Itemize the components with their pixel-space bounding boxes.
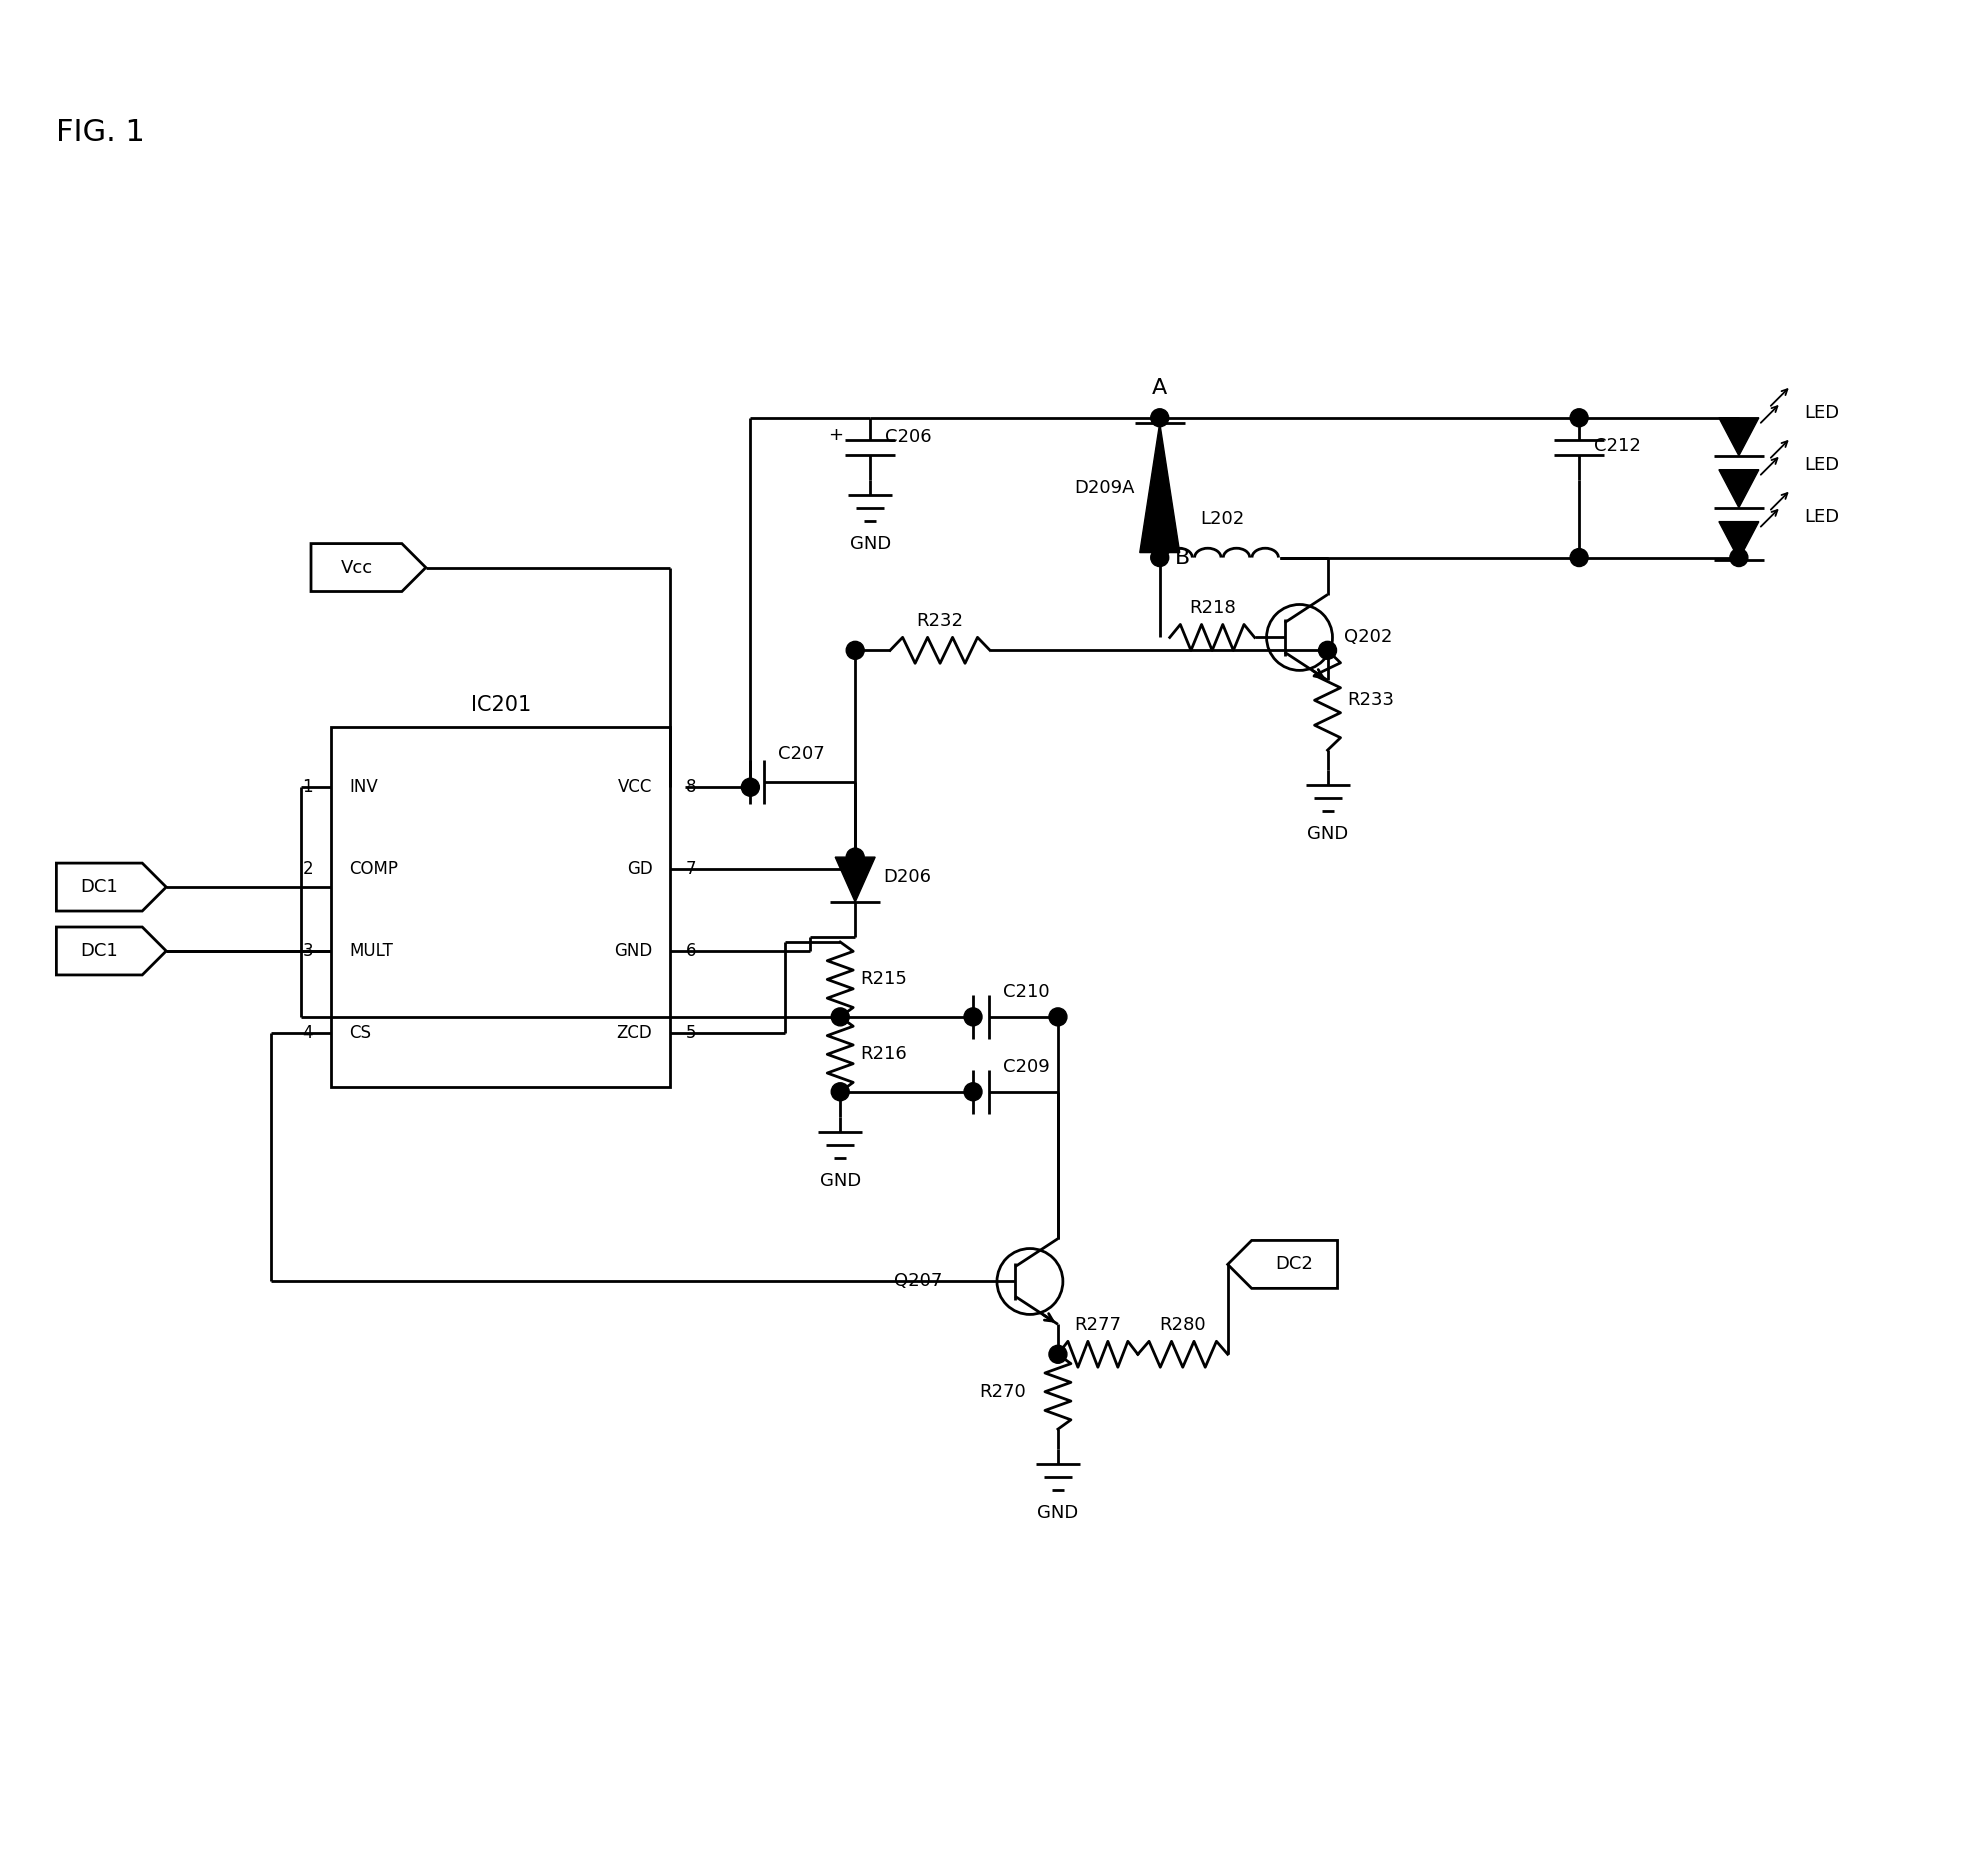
Text: FIG. 1: FIG. 1: [57, 118, 146, 147]
Circle shape: [1049, 1008, 1066, 1025]
Text: VCC: VCC: [619, 779, 652, 795]
Text: GND: GND: [615, 943, 652, 960]
Text: R233: R233: [1348, 691, 1395, 709]
Text: B: B: [1175, 547, 1190, 568]
Polygon shape: [1719, 470, 1758, 508]
Text: GND: GND: [820, 1172, 861, 1189]
Text: ZCD: ZCD: [617, 1023, 652, 1042]
Circle shape: [832, 1008, 850, 1025]
Text: MULT: MULT: [349, 943, 392, 960]
Circle shape: [846, 848, 863, 866]
Text: DC1: DC1: [81, 877, 118, 896]
Circle shape: [964, 1008, 982, 1025]
Text: +: +: [828, 426, 844, 444]
Text: R277: R277: [1074, 1316, 1121, 1335]
Circle shape: [846, 642, 863, 659]
Text: C209: C209: [1003, 1059, 1051, 1075]
Text: DC1: DC1: [81, 943, 118, 960]
Text: Q207: Q207: [893, 1273, 942, 1290]
Text: Vcc: Vcc: [341, 558, 373, 577]
Circle shape: [1731, 549, 1748, 566]
Polygon shape: [1139, 422, 1181, 553]
Text: 7: 7: [686, 861, 696, 877]
Circle shape: [1571, 409, 1589, 428]
Text: 4: 4: [302, 1023, 313, 1042]
Polygon shape: [1719, 521, 1758, 560]
Text: C207: C207: [779, 745, 826, 764]
Text: 5: 5: [686, 1023, 696, 1042]
Polygon shape: [1719, 418, 1758, 456]
Text: D206: D206: [883, 868, 930, 887]
Text: C210: C210: [1003, 982, 1051, 1001]
Text: GND: GND: [1037, 1505, 1078, 1522]
Text: D209A: D209A: [1074, 478, 1135, 497]
Circle shape: [832, 1083, 850, 1102]
Text: LED: LED: [1803, 456, 1839, 474]
Text: GND: GND: [1307, 825, 1348, 844]
Circle shape: [741, 779, 759, 795]
Text: DC2: DC2: [1275, 1255, 1313, 1273]
Circle shape: [1571, 549, 1589, 566]
Circle shape: [964, 1083, 982, 1102]
Text: LED: LED: [1803, 508, 1839, 526]
Text: 1: 1: [302, 779, 313, 795]
Text: GND: GND: [850, 534, 891, 553]
Bar: [331, 728, 670, 1087]
Text: R270: R270: [980, 1383, 1027, 1400]
Text: INV: INV: [349, 779, 378, 795]
Text: R280: R280: [1159, 1316, 1206, 1335]
Text: R218: R218: [1189, 599, 1236, 618]
Text: 3: 3: [302, 943, 313, 960]
Circle shape: [1151, 549, 1169, 566]
Text: R215: R215: [859, 971, 907, 988]
Text: C212: C212: [1595, 437, 1642, 456]
Text: R232: R232: [917, 612, 964, 631]
Circle shape: [1151, 409, 1169, 428]
Circle shape: [1319, 642, 1336, 659]
Text: GD: GD: [627, 861, 652, 877]
Text: 2: 2: [302, 861, 313, 877]
Text: COMP: COMP: [349, 861, 398, 877]
Text: A: A: [1153, 377, 1167, 398]
Text: Q202: Q202: [1344, 629, 1393, 646]
Text: R216: R216: [859, 1046, 907, 1064]
Text: CS: CS: [349, 1023, 371, 1042]
Polygon shape: [836, 857, 875, 902]
Text: 6: 6: [686, 943, 696, 960]
Circle shape: [1049, 1346, 1066, 1363]
Text: L202: L202: [1200, 510, 1244, 528]
Text: LED: LED: [1803, 403, 1839, 422]
Text: IC201: IC201: [471, 695, 530, 715]
Text: 8: 8: [686, 779, 696, 795]
Text: C206: C206: [885, 428, 932, 446]
